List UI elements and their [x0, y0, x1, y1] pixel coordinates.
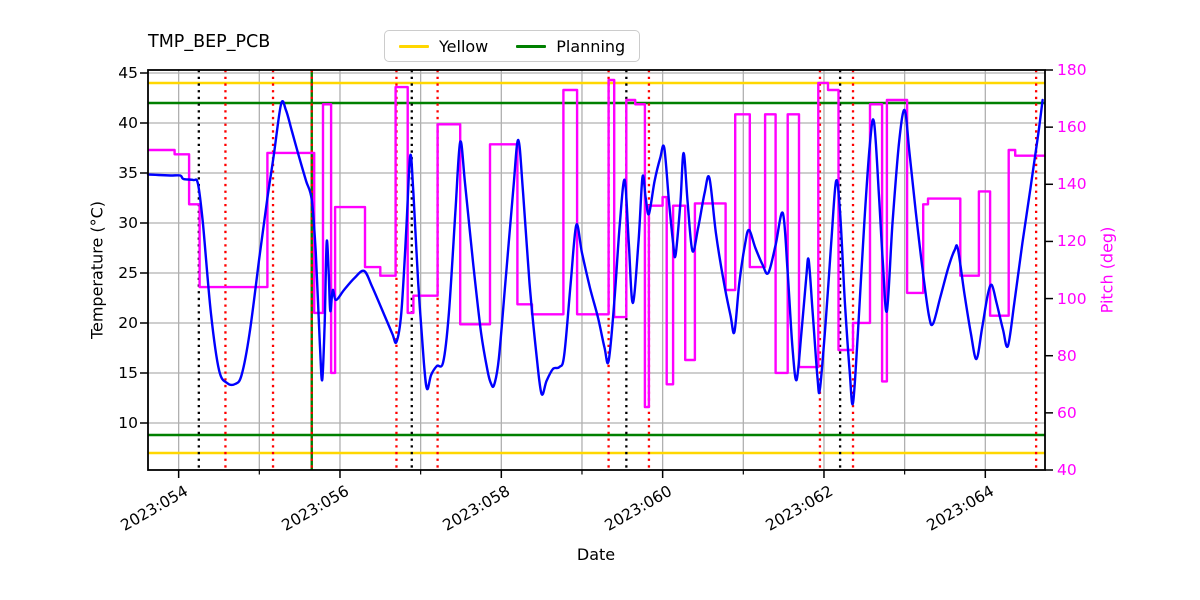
y-left-tick-label: 10 — [118, 414, 138, 432]
legend: Yellow Planning — [384, 30, 641, 62]
pitch-series-line — [148, 78, 1045, 409]
y-left-tick-label: 15 — [118, 364, 138, 382]
y-right-tick-label: 160 — [1057, 118, 1087, 137]
axes-frame — [147, 69, 1046, 471]
y-left-tick-label: 35 — [118, 164, 138, 182]
y-left-tick-label: 20 — [118, 314, 138, 332]
y-right-tick-label: 140 — [1057, 175, 1087, 194]
x-axis-label: Date — [576, 545, 616, 564]
temperature-series-line — [146, 98, 1044, 406]
legend-label-planning: Planning — [556, 36, 626, 56]
y-right-tick-label: 180 — [1057, 61, 1087, 79]
y-left-tick-label: 25 — [118, 264, 138, 282]
y-right-tick-label: 60 — [1057, 403, 1077, 422]
y-right-tick-label: 40 — [1057, 461, 1077, 479]
y-left-tick-label: 45 — [118, 64, 138, 82]
legend-label-yellow: Yellow — [439, 36, 489, 56]
y-left-tick-label: 30 — [118, 214, 138, 232]
planning-line-swatch — [516, 44, 547, 48]
y-left-tick-label: 40 — [118, 114, 138, 132]
y-right-tick-label: 100 — [1057, 289, 1087, 308]
yellow-line-swatch — [399, 44, 429, 48]
y-right-tick-label: 80 — [1057, 346, 1077, 365]
y-right-tick-label: 120 — [1057, 232, 1087, 251]
page-title: TMP_BEP_PCB — [148, 32, 271, 52]
